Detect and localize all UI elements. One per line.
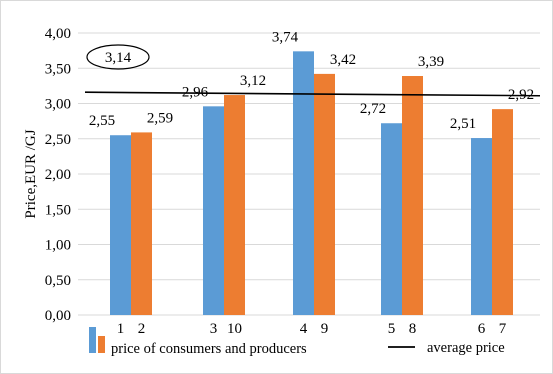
data-label-producers: 3,42	[330, 52, 356, 68]
y-tick-label: 1,50	[45, 202, 71, 218]
category-label: 10	[227, 321, 242, 337]
y-tick-label: 3,00	[45, 97, 71, 113]
data-label-producers: 2,59	[147, 110, 173, 126]
bar-consumers	[203, 106, 224, 315]
bar-consumers	[293, 51, 314, 316]
data-label-consumers: 2,55	[89, 113, 115, 129]
y-axis-label: Price,EUR /GJ	[23, 129, 39, 218]
legend-bars-label: price of consumers and producers	[111, 341, 307, 357]
data-label-producers: 3,12	[240, 73, 266, 89]
bar-consumers	[110, 135, 131, 315]
y-tick-label: 0,00	[45, 308, 71, 324]
legend-swatch-consumers	[89, 327, 96, 353]
data-label-consumers: 3,74	[272, 29, 299, 45]
bar-producers	[131, 132, 152, 315]
category-label: 2	[138, 321, 146, 337]
category-label: 9	[321, 321, 329, 337]
average-annotation-ellipse	[86, 44, 150, 70]
category-label: 1	[117, 321, 125, 337]
data-label-consumers: 2,72	[360, 101, 386, 117]
y-tick-label: 3,50	[45, 61, 71, 77]
category-label: 8	[409, 321, 417, 337]
bar-consumers	[471, 138, 492, 315]
y-tick-label: 1,00	[45, 238, 71, 254]
y-tick-label: 2,50	[45, 132, 71, 148]
category-label: 7	[499, 321, 507, 337]
legend-swatch-producers	[98, 336, 105, 353]
average-price-line	[84, 91, 541, 97]
category-label: 6	[478, 321, 486, 337]
category-label: 3	[210, 321, 218, 337]
bar-producers	[492, 109, 513, 315]
y-tick-label: 4,00	[45, 26, 71, 42]
bar-producers	[224, 95, 245, 315]
average-annotation-label: 3,14	[105, 50, 132, 66]
y-tick-label: 2,00	[45, 167, 71, 183]
category-label: 5	[388, 321, 396, 337]
category-label: 4	[300, 321, 308, 337]
y-tick-label: 0,50	[45, 273, 71, 289]
bar-producers	[402, 76, 423, 315]
data-label-consumers: 2,51	[450, 116, 476, 132]
data-label-producers: 3,39	[418, 54, 444, 70]
legend-line-label: average price	[427, 340, 505, 356]
bar-consumers	[381, 123, 402, 316]
bar-producers	[314, 73, 335, 315]
